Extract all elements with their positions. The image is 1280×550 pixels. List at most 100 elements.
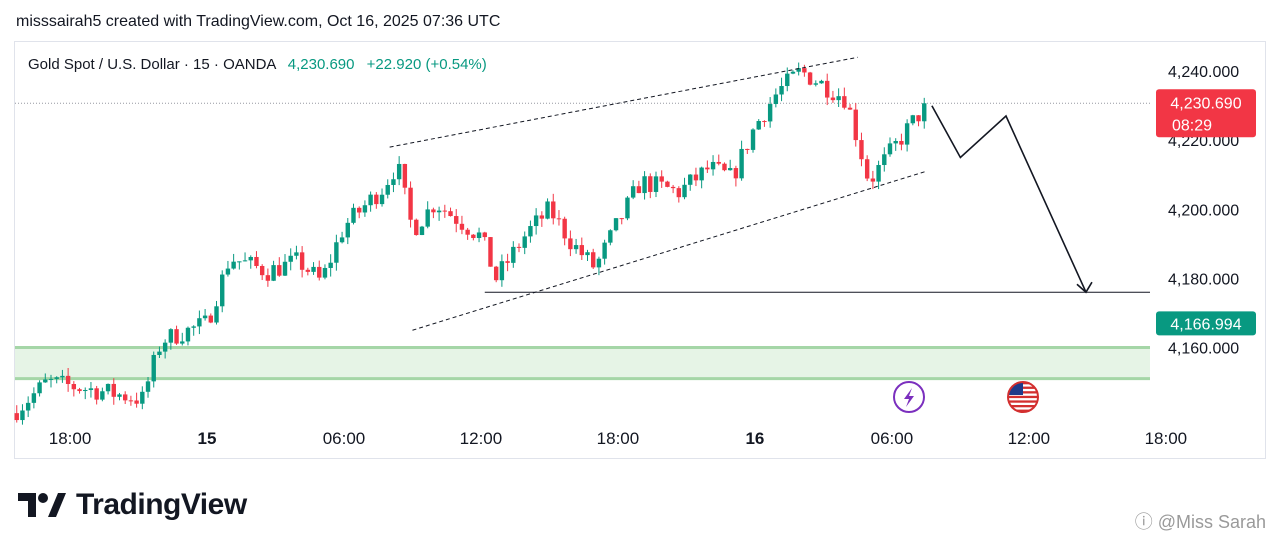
candle-down [693,174,699,181]
channel-lower-line[interactable] [412,170,927,331]
candle-up [779,86,784,95]
candle-down [357,207,362,213]
support-zone[interactable] [15,347,1150,379]
flag-ring [1007,381,1039,413]
candle-up [248,256,253,261]
candle-down [516,246,522,248]
x-axis-tick-label: 16 [745,429,764,448]
candle-down [551,201,556,219]
candle-down [317,266,322,278]
candle-up [585,252,590,256]
candle-up [162,342,168,352]
candle-up [151,354,156,382]
candle-up [653,176,659,192]
candle-down [408,187,413,220]
candle-up [699,167,704,181]
candle-up [385,184,390,195]
candle-up [756,121,761,130]
candle-up [545,201,550,219]
candle-up [20,410,25,421]
candle-down [665,181,670,187]
flag-stripe [1008,395,1038,399]
candle-up [750,129,756,150]
candle-up [710,161,716,170]
candle-up [682,184,687,198]
y-axis-tick-label: 4,180.000 [1168,271,1239,288]
watermark: ⓘ @Miss Sarah [1134,512,1266,532]
candle-up [105,383,111,392]
candle-up [48,378,54,380]
candle-up [819,80,824,84]
candle-down [134,400,139,404]
candle-down [14,413,19,421]
x-axis-tick-label: 18:00 [597,429,640,448]
x-axis-tick-label: 06:00 [323,429,366,448]
candle-down [864,159,870,179]
candle-up [876,165,881,182]
candle-down [705,167,710,170]
candle-down [71,384,77,390]
candle-down [591,252,596,268]
candle-up [533,215,539,227]
candle-down [442,210,448,212]
candle-up [322,267,328,278]
x-axis-tick-label: 06:00 [871,429,914,448]
candle-up [602,242,607,259]
candle-up [60,375,65,378]
candle-down [568,238,573,250]
candle-up [790,71,796,74]
candle-up [242,260,248,262]
candle-down [556,218,562,220]
candle-down [825,80,830,98]
candle-up [625,197,630,219]
candle-up [573,245,579,250]
candle-up [288,255,293,262]
projection-path[interactable] [931,105,1087,293]
candle-up [727,168,733,171]
candle-up [613,218,619,231]
candle-up [191,326,196,328]
flag-stripe [1008,405,1038,408]
x-axis-tick-label: 15 [198,429,217,448]
lightning-bolt-glyph [904,388,914,407]
y-axis-tick-label: 4,200.000 [1168,202,1239,219]
candle-down [111,383,116,397]
candle-down [277,265,282,276]
candle-up [882,154,887,166]
candle-up [767,104,773,122]
candle-up [887,143,893,155]
candle-down [448,211,453,217]
candle-down [733,168,739,179]
candle-down [265,275,271,281]
candle-up [436,210,442,213]
legend-price: 4,230.690 [287,56,355,73]
candle-down [659,176,664,182]
candle-up [25,402,31,411]
flag-stripe [1008,409,1038,412]
candle-up [630,186,636,198]
candle-down [870,178,876,182]
y-axis-tick-label: 4,220.000 [1168,133,1239,150]
tradingview-logo: TradingView [18,488,247,522]
candle-down [670,186,676,189]
chart-frame [14,41,1266,459]
candle-up [282,261,288,276]
candle-up [157,351,162,355]
candle-down [619,218,624,220]
candle-up [88,388,94,391]
candle-up [813,83,818,85]
channel-upper-line[interactable] [389,56,858,148]
legend-symbol: Gold Spot / U.S. Dollar · 15 · OANDA [28,56,276,73]
candle-down [853,109,858,141]
candle-up [168,329,174,343]
candle-up [100,391,105,400]
candle-down [471,234,476,239]
y-axis-tick-label: 4,160.000 [1168,341,1239,358]
candle-up [197,318,202,327]
x-axis-tick-label: 12:00 [1008,429,1051,448]
candle-up [922,103,927,122]
candle-up [180,341,185,344]
last-price-badge [1156,89,1256,138]
candle-up [225,268,231,275]
